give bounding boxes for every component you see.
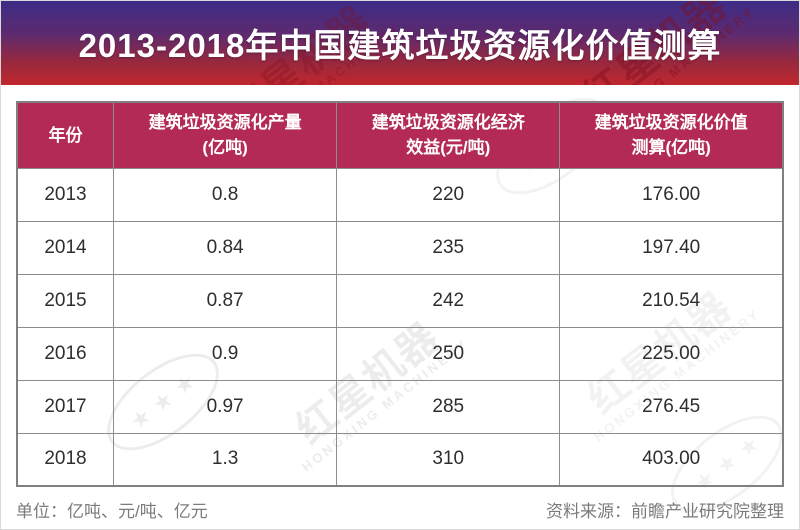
table-row: 2016 0.9 250 225.00 [16,326,784,381]
year-cell: 2016 [16,326,115,381]
header-value-estimate: 建筑垃圾资源化价值 测算(亿吨) [559,101,784,169]
value-cell: 220 [336,167,561,222]
table-row: 2018 1.3 310 403.00 [16,432,784,487]
value-cell: 0.87 [113,273,338,328]
table-header-row: 年份 建筑垃圾资源化产量 (亿吨) 建筑垃圾资源化经济 效益(元/吨) 建筑垃圾… [16,101,784,169]
header-output: 建筑垃圾资源化产量 (亿吨) [113,101,338,169]
value-cell: 276.45 [559,379,784,434]
value-cell: 242 [336,273,561,328]
value-cell: 0.97 [113,379,338,434]
value-cell: 403.00 [559,432,784,487]
table-body: 2013 0.8 220 176.00 2014 0.84 235 197.40 2015 0.8… [16,167,784,487]
value-cell: 197.40 [559,220,784,275]
value-cell: 0.9 [113,326,338,381]
year-cell: 2018 [16,432,115,487]
value-cell: 210.54 [559,273,784,328]
footer-notes: 单位：亿吨、元/吨、亿元 资料来源：前瞻产业研究院整理 [1,487,799,522]
value-cell: 176.00 [559,167,784,222]
title-banner: 红星机器 HONGXING MACHINERY 红星机器 HONGXING MA… [1,1,799,85]
value-cell: 0.84 [113,220,338,275]
value-cell: 250 [336,326,561,381]
value-cell: 225.00 [559,326,784,381]
year-cell: 2014 [16,220,115,275]
page-title: 2013-2018年中国建筑垃圾资源化价值测算 [78,27,722,64]
year-cell: 2017 [16,379,115,434]
value-cell: 0.8 [113,167,338,222]
value-cell: 1.3 [113,432,338,487]
table-row: 2015 0.87 242 210.54 [16,273,784,328]
table-row: 2013 0.8 220 176.00 [16,167,784,222]
value-cell: 310 [336,432,561,487]
year-cell: 2013 [16,167,115,222]
data-table: 年份 建筑垃圾资源化产量 (亿吨) 建筑垃圾资源化经济 效益(元/吨) 建筑垃圾… [16,101,784,487]
source-note: 资料来源：前瞻产业研究院整理 [546,502,784,521]
value-cell: 235 [336,220,561,275]
table-row: 2017 0.97 285 276.45 [16,379,784,434]
header-economic-benefit: 建筑垃圾资源化经济 效益(元/吨) [336,101,561,169]
header-year: 年份 [16,101,115,169]
units-note: 单位：亿吨、元/吨、亿元 [16,502,208,521]
table-row: 2014 0.84 235 197.40 [16,220,784,275]
value-cell: 285 [336,379,561,434]
table-section: 年份 建筑垃圾资源化产量 (亿吨) 建筑垃圾资源化经济 效益(元/吨) 建筑垃圾… [1,85,799,487]
year-cell: 2015 [16,273,115,328]
